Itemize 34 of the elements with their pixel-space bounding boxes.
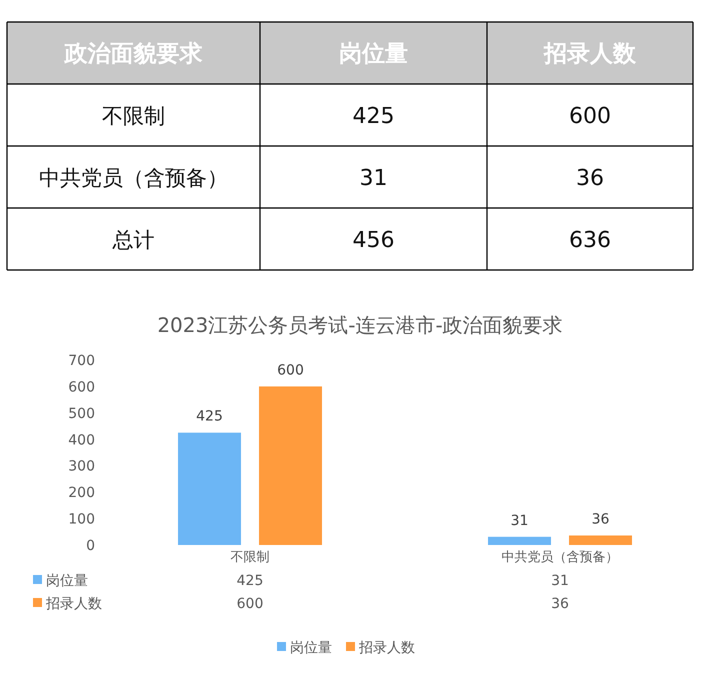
category-label: 不限制	[102, 104, 165, 128]
y-tick-label: 600	[68, 379, 95, 396]
y-tick-label: 0	[86, 538, 95, 554]
data-label: 31	[551, 573, 569, 589]
category-label: 总计	[112, 228, 154, 252]
y-tick-label: 200	[68, 485, 95, 502]
bar	[178, 432, 241, 545]
category-label: 中共党员（含预备）	[39, 166, 228, 190]
text: 岗位量	[290, 640, 332, 656]
data-label: 456	[352, 228, 394, 253]
annotation: 600	[277, 362, 304, 378]
data-label: 36	[551, 596, 569, 612]
data-label: 31	[360, 166, 388, 191]
y-tick-label: 700	[68, 353, 95, 369]
data-label: 425	[236, 573, 264, 589]
y-tick-label: 100	[68, 512, 95, 528]
annotation: 31	[510, 512, 528, 529]
y-tick-label: 500	[68, 406, 95, 422]
y-tick-label: 400	[68, 432, 95, 448]
data-label: 36	[576, 166, 604, 191]
annotation: 36	[592, 511, 610, 528]
annotation: 425	[196, 408, 223, 425]
data-label: 600	[236, 596, 264, 612]
legend-label: 岗位量	[46, 573, 88, 589]
data-label: 600	[569, 104, 611, 129]
data-label: 636	[569, 228, 611, 253]
bar	[259, 386, 322, 545]
bar	[488, 536, 551, 545]
chart-title: 2023江苏公务员考试-连云港市-政治面貌要求	[157, 313, 563, 337]
text: 招录人数	[46, 596, 102, 612]
data-label: 425	[352, 104, 394, 129]
bar	[569, 535, 632, 545]
y-tick-label: 300	[68, 458, 95, 475]
legend-label: 招录人数	[358, 640, 415, 656]
